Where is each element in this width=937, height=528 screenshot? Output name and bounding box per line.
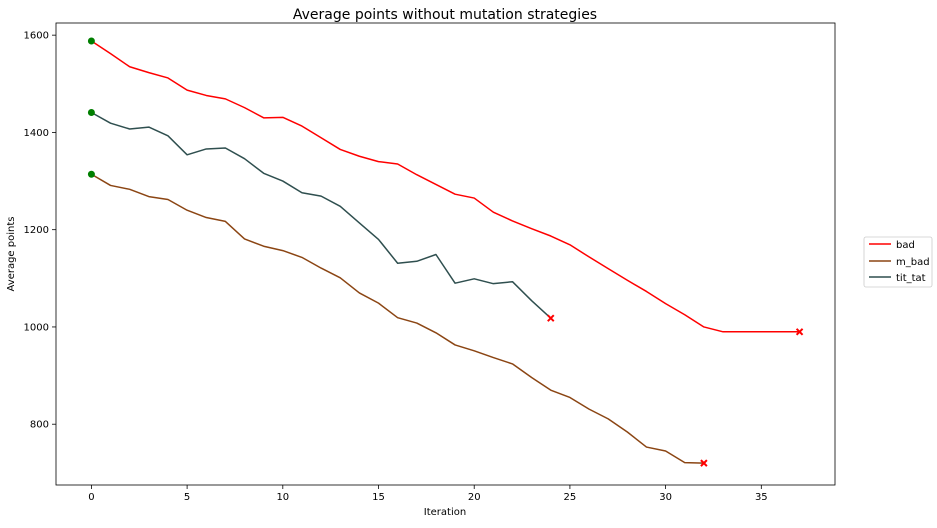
series-line-m-bad — [91, 173, 704, 464]
legend-label-bad: bad — [896, 240, 915, 251]
legend-label-m-bad: m_bad — [896, 257, 930, 268]
series-line-bad — [90, 40, 800, 333]
legend-label-tit-tat: tit_tat — [896, 273, 926, 284]
plot-area — [55, 22, 836, 486]
end-marker-bad — [795, 328, 804, 336]
y-tick-label-1600: 1600 — [24, 31, 49, 42]
y-axis: 800 1000 1200 1400 1600 — [24, 31, 56, 431]
y-tick-label-1000: 1000 — [24, 322, 49, 333]
series-line-tit-tat — [91, 111, 552, 319]
x-tick-label-10: 10 — [276, 492, 289, 503]
legend: bad m_bad tit_tat — [863, 236, 933, 288]
start-marker-m-bad — [87, 170, 95, 178]
x-tick-label-20: 20 — [468, 492, 481, 503]
x-axis: 0 5 10 15 20 25 30 35 — [88, 485, 768, 503]
end-marker-tit-tat — [547, 314, 555, 322]
x-tick-label-25: 25 — [564, 492, 577, 503]
x-axis-label: Iteration — [424, 507, 466, 518]
end-marker-m-bad — [700, 459, 708, 467]
x-tick-label-0: 0 — [88, 492, 94, 503]
x-tick-label-35: 35 — [755, 492, 768, 503]
markers — [87, 37, 804, 467]
y-axis-label: Average points — [6, 217, 17, 292]
y-tick-label-800: 800 — [30, 420, 49, 431]
series-lines — [90, 40, 800, 464]
x-tick-label-5: 5 — [184, 492, 190, 503]
x-tick-label-15: 15 — [372, 492, 385, 503]
y-tick-label-1200: 1200 — [24, 225, 49, 236]
legend-box — [863, 236, 933, 288]
start-marker-bad — [87, 37, 95, 45]
y-tick-label-1400: 1400 — [24, 128, 49, 139]
start-marker-tit-tat — [87, 108, 95, 116]
chart-title: Average points without mutation strategi… — [293, 7, 597, 23]
x-tick-label-30: 30 — [659, 492, 672, 503]
